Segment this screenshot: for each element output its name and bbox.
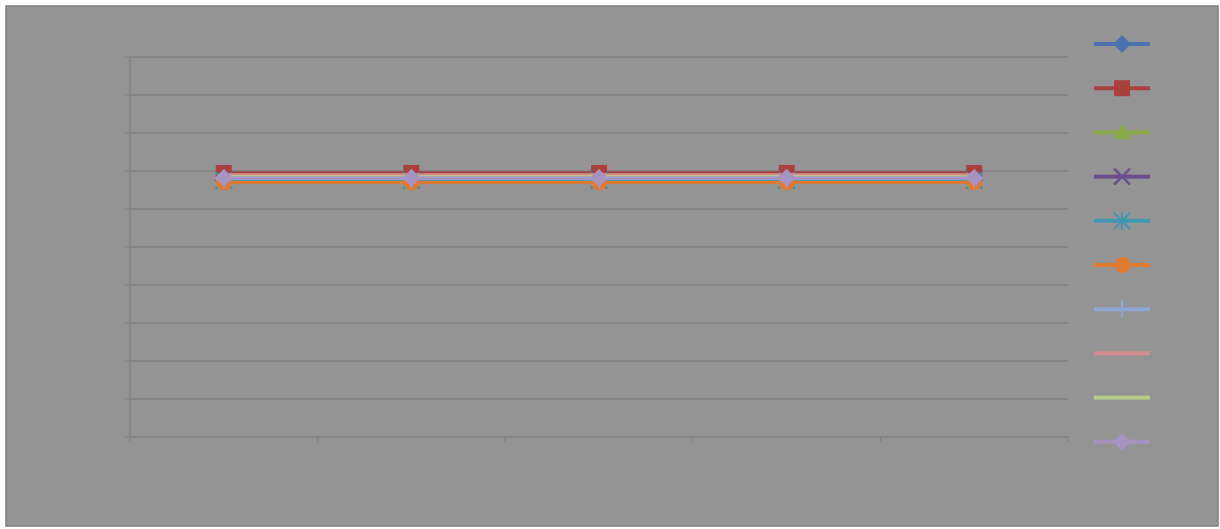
legend-marker: [1113, 432, 1131, 451]
legend: [1094, 35, 1150, 451]
legend-marker: [1113, 35, 1131, 53]
legend-marker: [1113, 167, 1131, 186]
chart-area: [5, 5, 1219, 527]
legend-entry-10: [1094, 432, 1150, 451]
series-group: [214, 164, 984, 191]
legend-entry-3: [1094, 123, 1150, 140]
legend-entry-6: [1094, 257, 1150, 273]
axes: [125, 56, 1069, 442]
data-point: [777, 168, 796, 187]
gridlines: [130, 56, 1068, 438]
data-point: [402, 168, 421, 187]
legend-entry-7: [1094, 300, 1150, 319]
legend-entry-5: [1094, 211, 1150, 230]
data-point: [590, 168, 608, 187]
legend-marker: [1114, 257, 1130, 273]
legend-entry-2: [1094, 80, 1150, 97]
legend-marker: [1114, 80, 1130, 97]
data-point: [214, 168, 233, 187]
legend-marker: [1114, 300, 1130, 319]
legend-entry-1: [1094, 35, 1150, 53]
legend-marker: [1113, 211, 1131, 230]
series-10: [214, 168, 984, 187]
data-point: [965, 168, 984, 187]
legend-marker: [1113, 123, 1131, 140]
legend-entry-4: [1094, 167, 1150, 186]
